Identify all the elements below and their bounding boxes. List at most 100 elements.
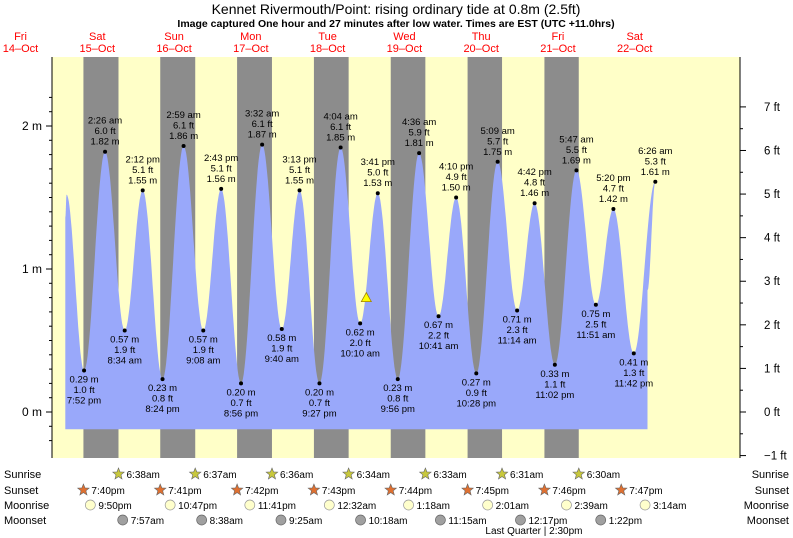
y-tick-label-m: 2 m <box>22 119 42 133</box>
extreme-point <box>495 159 500 164</box>
extreme-point <box>417 151 422 156</box>
extreme-point <box>297 188 302 193</box>
moonset-time: 1:22pm <box>609 516 642 527</box>
moonset-time: 11:15am <box>448 516 486 527</box>
moonset-icon <box>355 514 366 526</box>
moonset-icon <box>435 514 446 526</box>
sunrise-icon <box>495 467 509 480</box>
low-tide-label: 10:10 am <box>340 348 380 359</box>
day-name-label: Wed <box>393 31 415 43</box>
row-label-right-moonset: Moonset <box>747 515 789 527</box>
high-tide-label: 1.55 m <box>285 175 314 186</box>
extreme-point <box>375 191 380 196</box>
extreme-point <box>239 381 244 386</box>
low-tide-label: 2.3 ft <box>507 325 528 336</box>
low-tide-label: 0.23 m <box>148 383 177 394</box>
high-tide-label: 5.1 ft <box>211 163 232 174</box>
moonset-icon <box>595 514 607 526</box>
extreme-point <box>82 368 87 373</box>
low-tide-label: 11:14 am <box>498 335 537 346</box>
high-tide-label: 1.46 m <box>520 188 549 199</box>
extreme-point <box>140 188 145 193</box>
sunset-time: 7:44pm <box>399 486 432 497</box>
low-tide-label: 1.1 ft <box>544 379 565 390</box>
sunset-icon <box>384 483 398 496</box>
low-tide-label: 0.29 m <box>70 375 99 386</box>
high-tide-label: 1.87 m <box>248 130 277 141</box>
low-tide-label: 0.62 m <box>346 327 375 338</box>
row-label-right-sunrise: Sunrise <box>752 469 789 481</box>
low-tide-label: 8:34 am <box>108 355 142 366</box>
axes: 0 m 1 m 2 m −1 ft 0 ft 1 ft 2 ft 3 ft 4 ft 5 ft 6 … <box>22 57 788 463</box>
sunset-icon <box>461 483 475 496</box>
y-tick-label-ft: −1 ft <box>764 451 788 463</box>
sunrise-icon <box>265 467 279 480</box>
sunrise-time: 6:33am <box>433 470 466 481</box>
sunrise-icon <box>112 467 125 480</box>
low-tide-label: 0.41 m <box>619 357 648 368</box>
day-date-label: 15–Oct <box>80 43 115 55</box>
extreme-point <box>260 142 265 147</box>
sun-moon-events: Sunrise Sunrise Sunset Sunset Moonrise Moonri… <box>4 467 789 537</box>
sunset-icon <box>153 483 167 496</box>
high-tide-label: 5:09 am <box>480 126 514 137</box>
day-name-label: Tue <box>318 31 337 43</box>
chart-title: Kennet Rivermouth/Point: rising ordinary… <box>212 1 581 17</box>
low-tide-label: 0.7 ft <box>309 398 330 409</box>
day-name-label: Sat <box>89 31 106 43</box>
high-tide-label: 1.50 m <box>442 183 471 194</box>
high-tide-label: 1.69 m <box>562 155 591 166</box>
moonrise-icon <box>482 499 493 511</box>
high-tide-label: 5:20 pm <box>596 173 630 184</box>
day-date-label: 14–Oct <box>3 43 38 55</box>
extreme-point <box>436 314 441 319</box>
sunset-icon <box>537 483 551 496</box>
high-tide-label: 1.85 m <box>326 132 355 143</box>
day-labels: Fri14–OctSat15–OctSun16–OctMon17–OctTue1… <box>3 31 653 55</box>
sunset-time: 7:41pm <box>168 486 201 497</box>
moonrise-time: 11:41pm <box>258 501 296 512</box>
extreme-point <box>593 302 598 307</box>
sunset-icon <box>307 483 321 496</box>
extreme-point <box>358 321 363 326</box>
high-tide-label: 5.0 ft <box>367 168 388 179</box>
low-tide-label: 0.8 ft <box>152 394 173 405</box>
y-tick-label-ft: 0 ft <box>764 407 781 419</box>
high-tide-label: 4.9 ft <box>446 172 467 183</box>
sunrise-time: 6:36am <box>280 470 313 481</box>
low-tide-label: 1.9 ft <box>271 344 292 355</box>
row-label-left-moonrise: Moonrise <box>4 500 49 512</box>
low-tide-label: 0.7 ft <box>230 398 251 409</box>
chart-subtitle: Image captured One hour and 27 minutes a… <box>177 18 614 30</box>
moonrise-icon <box>403 499 414 511</box>
sunset-time: 7:45pm <box>476 486 509 497</box>
extreme-point <box>279 327 284 332</box>
high-tide-label: 4:04 am <box>323 111 357 122</box>
day-date-label: 18–Oct <box>310 43 345 55</box>
row-label-left-moonset: Moonset <box>4 515 46 527</box>
sunset-time: 7:42pm <box>245 486 278 497</box>
moonset-time: 12:17pm <box>528 516 567 527</box>
low-tide-label: 9:08 am <box>186 355 220 366</box>
low-tide-label: 9:56 pm <box>381 404 415 415</box>
row-label-left-sunrise: Sunrise <box>4 469 41 481</box>
day-date-label: 19–Oct <box>387 43 422 55</box>
extreme-point <box>454 195 459 200</box>
chart-header: Kennet Rivermouth/Point: rising ordinary… <box>177 1 614 30</box>
day-date-label: 20–Oct <box>463 43 498 55</box>
high-tide-label: 4:36 am <box>402 117 436 128</box>
low-tide-label: 8:24 pm <box>145 404 179 415</box>
extreme-point <box>317 381 322 386</box>
high-tide-label: 6.0 ft <box>94 126 115 137</box>
sunset-icon <box>76 483 90 496</box>
extreme-point <box>653 179 658 184</box>
extreme-point <box>631 351 636 356</box>
sunset-time: 7:43pm <box>322 486 355 497</box>
low-tide-label: 0.23 m <box>383 383 412 394</box>
moonrise-time: 9:50pm <box>98 501 131 512</box>
moonrise-icon <box>164 499 176 511</box>
moonrise-icon <box>323 499 335 511</box>
day-name-label: Sat <box>626 31 643 43</box>
high-tide-label: 6.1 ft <box>330 122 351 133</box>
y-tick-label-ft: 4 ft <box>764 233 781 245</box>
